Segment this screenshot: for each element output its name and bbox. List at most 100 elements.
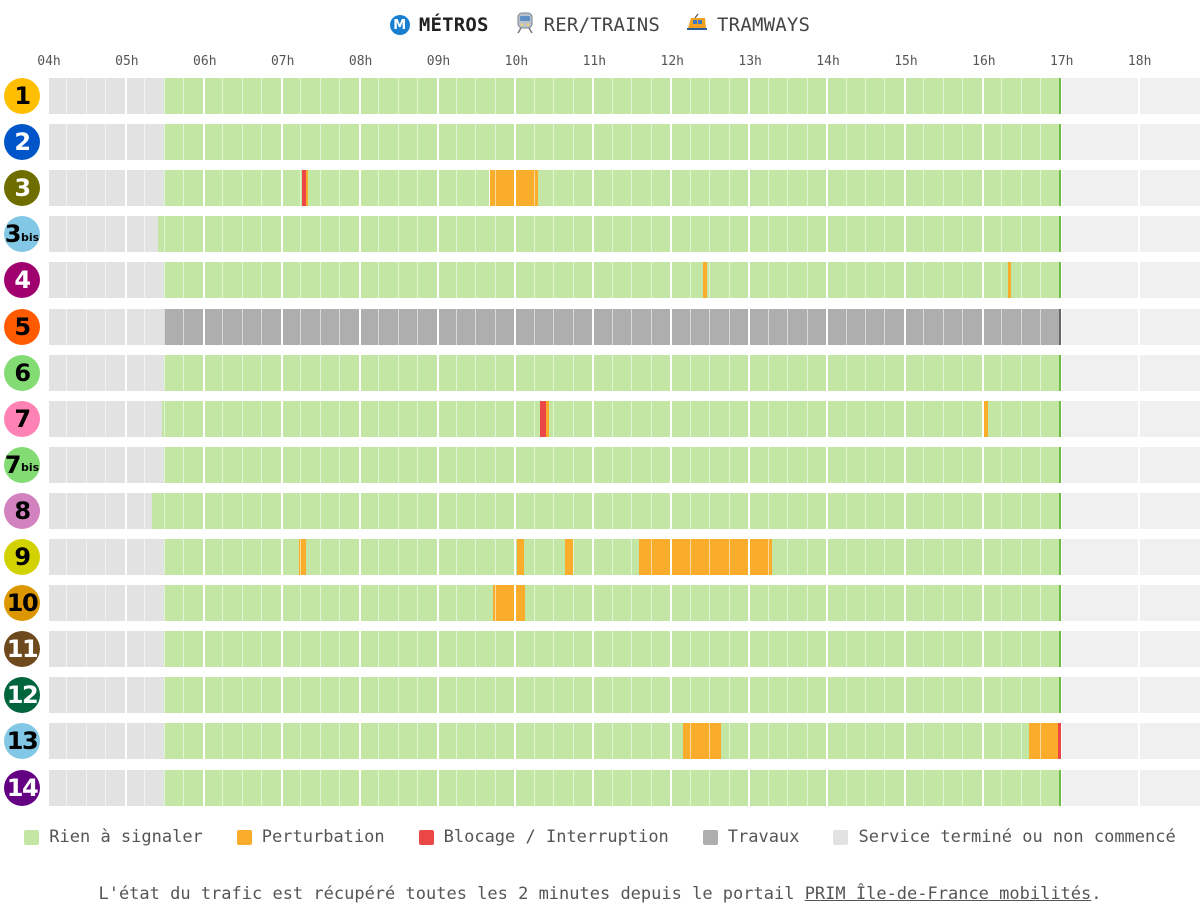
status-segment-ok[interactable] bbox=[162, 400, 541, 437]
hour-gridline bbox=[436, 446, 439, 483]
status-segment-ok[interactable] bbox=[720, 723, 1029, 760]
status-segment-ok[interactable] bbox=[771, 539, 1060, 575]
status-segment-ok[interactable] bbox=[1011, 262, 1060, 299]
status-segment-perturbation[interactable] bbox=[298, 539, 306, 575]
status-segment-perturbation[interactable] bbox=[493, 585, 525, 622]
hour-gridline bbox=[436, 492, 439, 529]
status-segment-ok[interactable] bbox=[152, 492, 1060, 529]
quarter-gridline bbox=[650, 78, 652, 114]
quarter-gridline bbox=[728, 769, 730, 806]
line-11-badge[interactable]: 11 bbox=[4, 631, 40, 668]
status-segment-perturbation[interactable] bbox=[683, 723, 721, 760]
status-segment-ok[interactable] bbox=[163, 262, 703, 299]
status-segment-ok[interactable] bbox=[163, 354, 1060, 391]
hour-gridline bbox=[670, 446, 673, 483]
status-segment-perturbation[interactable] bbox=[516, 539, 524, 575]
status-segment-ok[interactable] bbox=[163, 539, 299, 575]
status-segment-closed[interactable] bbox=[47, 400, 163, 437]
status-segment-ok[interactable] bbox=[548, 400, 982, 437]
status-segment-ok[interactable] bbox=[163, 769, 1060, 806]
status-segment-ok[interactable] bbox=[163, 631, 1060, 668]
quarter-gridline bbox=[806, 216, 808, 253]
line-8-badge[interactable]: 8 bbox=[4, 492, 40, 529]
current-time-marker bbox=[1058, 585, 1061, 622]
line-2-badge[interactable]: 2 bbox=[4, 124, 40, 161]
line-10-badge[interactable]: 10 bbox=[4, 585, 40, 622]
status-segment-perturbation[interactable] bbox=[981, 400, 989, 437]
status-segment-ok[interactable] bbox=[537, 170, 1060, 207]
status-segment-perturbation[interactable] bbox=[306, 170, 309, 207]
line-12-badge[interactable]: 12 bbox=[4, 677, 40, 714]
status-segment-closed[interactable] bbox=[47, 492, 153, 529]
tab-tramways[interactable]: TRAMWAYS bbox=[686, 13, 810, 38]
status-segment-perturbation[interactable] bbox=[639, 539, 772, 575]
status-segment-perturbation[interactable] bbox=[545, 400, 549, 437]
status-segment-travaux[interactable] bbox=[163, 308, 1060, 345]
legend-swatch bbox=[702, 829, 718, 845]
status-segment-ok[interactable] bbox=[163, 446, 1060, 483]
quarter-gridline bbox=[494, 308, 496, 345]
line-1-badge[interactable]: 1 bbox=[4, 78, 40, 114]
status-segment-ok[interactable] bbox=[305, 539, 517, 575]
hour-gridline bbox=[1059, 262, 1062, 299]
status-segment-blocage[interactable] bbox=[301, 170, 307, 207]
quarter-gridline bbox=[884, 170, 886, 207]
status-segment-perturbation[interactable] bbox=[1007, 262, 1012, 299]
line-14-badge[interactable]: 14 bbox=[4, 769, 40, 806]
status-segment-perturbation[interactable] bbox=[1028, 723, 1059, 760]
line-9-badge[interactable]: 9 bbox=[4, 539, 40, 575]
line-7bis-badge[interactable]: 7 bis bbox=[4, 446, 40, 483]
quarter-gridline bbox=[787, 723, 789, 760]
status-segment-ok[interactable] bbox=[523, 539, 566, 575]
status-segment-ok[interactable] bbox=[163, 585, 494, 622]
status-segment-ok[interactable] bbox=[988, 400, 1060, 437]
status-segment-closed[interactable] bbox=[47, 216, 159, 253]
line-row-line-9: 9 bbox=[0, 539, 1200, 575]
hour-gridline bbox=[1137, 216, 1140, 253]
status-segment-ok[interactable] bbox=[163, 677, 1060, 714]
quarter-gridline bbox=[806, 723, 808, 760]
line-3bis-badge[interactable]: 3 bis bbox=[4, 216, 40, 253]
hour-gridline bbox=[981, 400, 984, 437]
status-segment-perturbation[interactable] bbox=[702, 262, 707, 299]
quarter-gridline bbox=[728, 78, 730, 114]
quarter-gridline bbox=[572, 769, 574, 806]
line-5-badge[interactable]: 5 bbox=[4, 308, 40, 345]
tab-rer-trains[interactable]: RER/TRAINS bbox=[515, 12, 660, 39]
status-segment-ok[interactable] bbox=[163, 723, 684, 760]
line-3-badge[interactable]: 3 bbox=[4, 170, 40, 207]
status-segment-ok[interactable] bbox=[307, 170, 490, 207]
prim-link[interactable]: PRIM Île-de-France mobilités bbox=[804, 884, 1092, 904]
tab-metros[interactable]: M MÉTROS bbox=[389, 14, 489, 36]
quarter-gridline bbox=[923, 677, 925, 714]
quarter-gridline bbox=[631, 308, 633, 345]
quarter-gridline bbox=[1040, 585, 1042, 622]
quarter-gridline bbox=[300, 216, 302, 253]
quarter-gridline bbox=[1040, 769, 1042, 806]
line-4-badge[interactable]: 4 bbox=[4, 262, 40, 299]
line-6-badge[interactable]: 6 bbox=[4, 354, 40, 391]
status-segment-ok[interactable] bbox=[163, 170, 302, 207]
quarter-gridline bbox=[66, 216, 68, 253]
hour-gridline bbox=[670, 262, 673, 299]
quarter-gridline bbox=[475, 631, 477, 668]
line-7-badge[interactable]: 7 bbox=[4, 400, 40, 437]
status-segment-ok[interactable] bbox=[572, 539, 640, 575]
quarter-gridline bbox=[261, 308, 263, 345]
quarter-gridline bbox=[417, 446, 419, 483]
status-segment-blocage[interactable] bbox=[540, 400, 546, 437]
line-13-badge[interactable]: 13 bbox=[4, 723, 40, 760]
status-segment-ok[interactable] bbox=[524, 585, 1060, 622]
status-segment-ok[interactable] bbox=[163, 124, 1060, 161]
status-segment-perturbation[interactable] bbox=[489, 170, 538, 207]
status-segment-perturbation[interactable] bbox=[565, 539, 573, 575]
quarter-gridline bbox=[923, 354, 925, 391]
quarter-gridline bbox=[942, 723, 944, 760]
status-segment-ok[interactable] bbox=[706, 262, 1008, 299]
status-segment-ok[interactable] bbox=[158, 216, 1060, 253]
quarter-gridline bbox=[456, 124, 457, 161]
quarter-gridline bbox=[183, 170, 185, 207]
hour-gridline bbox=[202, 78, 205, 114]
status-segment-ok[interactable] bbox=[163, 78, 1060, 114]
hour-gridline bbox=[981, 170, 984, 207]
